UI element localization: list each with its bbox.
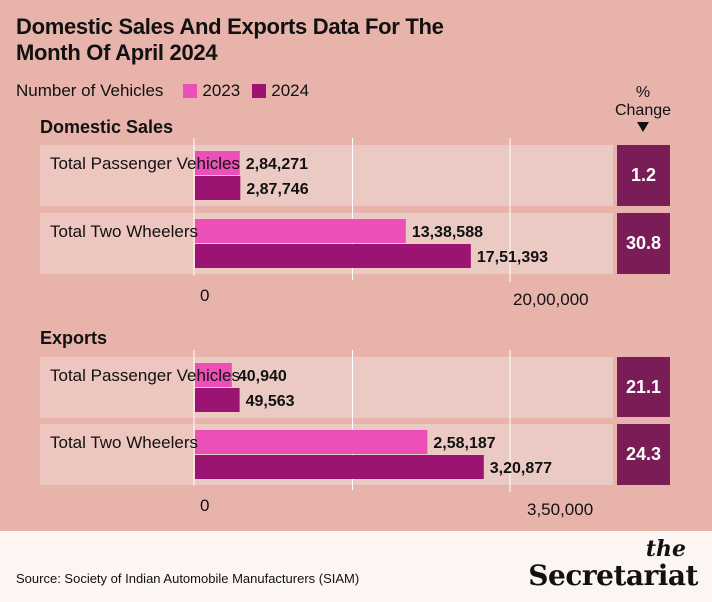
legend-swatch-2024: [252, 84, 267, 98]
tick-label-domestic-max: 20,00,000: [513, 290, 589, 309]
percent-symbol: %: [635, 84, 651, 101]
row-label-exports-passenger: Total Passenger Vehicles: [50, 366, 240, 385]
chart-title: Domestic Sales And Exports Data For The …: [16, 14, 444, 65]
legend: Number of Vehicles 2023 2024: [16, 81, 309, 101]
data-label-domestic-0-2024: 2,87,746: [246, 181, 308, 198]
source-note: Source: Society of Indian Automobile Man…: [16, 571, 360, 586]
tick-label-exports-min: 0: [200, 496, 210, 515]
data-label-exports-0-2024: 49,563: [246, 393, 295, 410]
plot-panel-exports-0: [195, 357, 613, 418]
row-label-domestic-two-wheelers: Total Two Wheelers: [50, 222, 199, 241]
bar-exports-0-2024: [195, 388, 240, 412]
data-label-exports-1-2023: 2,58,187: [433, 435, 495, 452]
brand-name: Secretariat: [528, 559, 698, 592]
row-label-domestic-passenger: Total Passenger Vehicles: [50, 154, 240, 173]
section-title-domestic: Domestic Sales: [40, 117, 174, 137]
legend-item-2023: 2023: [183, 81, 240, 101]
change-label: Change: [614, 102, 672, 119]
brand-the: the: [645, 536, 686, 562]
pct-change-exports-passenger: 21.1: [617, 357, 670, 417]
tick-label-exports-max: 3,50,000: [527, 500, 594, 519]
legend-item-2024: 2024: [252, 81, 309, 101]
tick-label-domestic-min: 0: [200, 286, 210, 305]
legend-text-2024: 2024: [271, 81, 310, 100]
section-title-exports: Exports: [40, 328, 108, 348]
data-label-exports-0-2023: 40,940: [238, 368, 287, 385]
bar-exports-1-2024: [195, 455, 484, 479]
triangle-down-icon: [637, 122, 649, 132]
pct-change-exports-two-wheelers: 24.3: [617, 424, 670, 485]
bar-exports-0-2023: [195, 363, 232, 387]
data-label-exports-1-2024: 3,20,877: [490, 460, 552, 477]
pct-change-domestic-passenger: 1.2: [617, 145, 670, 206]
bar-domestic-0-2023: [195, 151, 240, 175]
legend-swatch-2023: [183, 84, 198, 98]
brand-logo: the Secretariat: [528, 537, 698, 591]
plot-panel-domestic-0: [195, 145, 613, 206]
legend-label: Number of Vehicles: [16, 81, 164, 100]
data-label-domestic-0-2023: 2,84,271: [246, 156, 308, 173]
bar-domestic-1-2024: [195, 244, 471, 268]
data-label-domestic-1-2023: 13,38,588: [412, 224, 483, 241]
bar-domestic-1-2023: [195, 219, 406, 243]
bar-exports-1-2023: [195, 430, 428, 454]
pct-change-domestic-two-wheelers: 30.8: [617, 213, 670, 274]
bar-domestic-0-2024: [195, 176, 241, 200]
percent-change-header: % Change: [603, 84, 683, 132]
row-label-exports-two-wheelers: Total Two Wheelers: [50, 433, 199, 452]
legend-text-2023: 2023: [202, 81, 241, 100]
footer: Source: Society of Indian Automobile Man…: [0, 531, 712, 602]
data-label-domestic-1-2024: 17,51,393: [477, 249, 548, 266]
